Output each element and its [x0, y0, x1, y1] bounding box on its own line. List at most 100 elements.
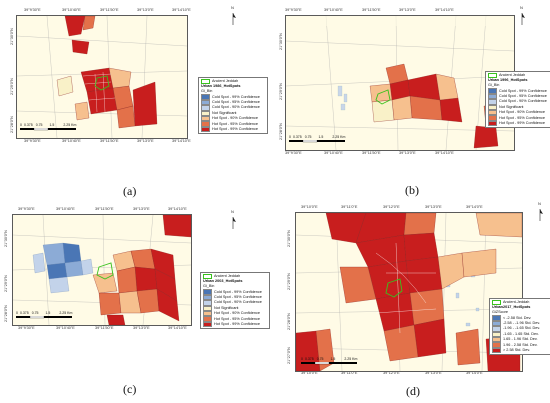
legend-label: 1.96 - 2.58 Std. Dev. — [503, 342, 538, 347]
legend-layer-title: Urban 2003_HotSpots — [203, 279, 243, 284]
legend-item: -1.96 - -1.65 Std. Dev. — [492, 326, 549, 332]
scale-bar: 0 0.375 0.75 1.5 2.25 Km — [301, 357, 361, 366]
scale-bar-labels: 0 0.375 0.75 1.5 2.25 Km — [289, 135, 345, 139]
scale-label: 2.25 — [332, 135, 340, 139]
scale-label: 1.5 — [49, 123, 55, 127]
x-tick: 39°13'0"E — [137, 8, 154, 12]
legend-label: Cold Spot - 95% Confidence — [212, 99, 260, 104]
legend-item: Hot Spot - 95% Confidence — [488, 115, 550, 121]
legend-item: Cold Spot - 99% Confidence — [488, 88, 550, 94]
legend-swatch — [203, 274, 212, 280]
legend-label: Hot Spot - 99% Confidence — [214, 321, 261, 326]
legend-swatch — [488, 88, 497, 94]
legend-swatch — [488, 104, 497, 110]
x-tick: 39°9'30"E — [18, 207, 35, 211]
scale-label: 2.25 — [63, 123, 71, 127]
scale-label: 0 — [289, 135, 291, 139]
scale-unit: Km — [67, 311, 73, 315]
x-tick: 39°10'40"E — [62, 8, 81, 12]
y-tick: 21°29'0"N — [10, 78, 14, 95]
legend-ancient-jeddah: Ancient Jeddah — [203, 274, 267, 280]
legend-item: Cold Spot - 90% Confidence — [488, 99, 550, 105]
legend-label: Hot Spot - 90% Confidence — [214, 311, 261, 316]
legend-item: Hot Spot - 90% Confidence — [488, 109, 550, 116]
legend-swatch — [201, 105, 210, 111]
scale-bar-labels: 0 0.375 0.75 1.5 2.25 Km — [16, 311, 72, 315]
legend-swatch — [201, 94, 210, 100]
scale-bar: 0 0.375 0.75 1.5 2.25 Km — [289, 135, 349, 144]
legend-field-title: Gi_Bin — [488, 83, 500, 88]
map-canvas — [17, 16, 187, 138]
x-tick: 39°11'50"E — [95, 326, 114, 330]
legend-item: Hot Spot - 95% Confidence — [203, 316, 267, 322]
north-label: N — [538, 201, 541, 206]
legend-swatch — [201, 79, 210, 85]
legend-swatch — [488, 93, 497, 100]
legend-swatch — [488, 120, 497, 127]
map-canvas — [296, 213, 522, 371]
legend-label: Cold Spot - 99% Confidence — [212, 94, 260, 99]
legend-swatch — [492, 336, 501, 343]
legend-item: Cold Spot - 90% Confidence — [201, 105, 265, 111]
legend-field-title: GiZScore — [492, 310, 509, 315]
scale-unit: Km — [352, 357, 358, 361]
y-tick: 21°28'0"N — [4, 305, 8, 322]
x-tick: 39°12'0"E — [383, 205, 400, 209]
scale-bar-labels: 0 0.375 0.75 1.5 2.25 Km — [20, 123, 76, 127]
y-tick: 21°27'0"N — [287, 347, 291, 364]
legend-label: Ancient Jeddah — [214, 274, 241, 279]
x-tick: 39°10'40"E — [56, 207, 75, 211]
legend-swatch — [201, 115, 210, 122]
map-canvas — [286, 16, 514, 150]
legend-item: 1.96 - 2.58 Std. Dev. — [492, 342, 549, 348]
legend-label: -2.58 - -1.96 Std. Dev. — [503, 320, 541, 325]
legend-swatch — [201, 121, 210, 127]
legend-label: Cold Spot - 95% Confidence — [214, 294, 262, 299]
x-tick: 39°13'0"E — [399, 151, 416, 155]
legend-item: Cold Spot - 95% Confidence — [203, 294, 267, 301]
legend-item: Hot Spot - 99% Confidence — [203, 321, 267, 328]
y-tick: 21°30'0"N — [10, 28, 14, 45]
x-tick: 39°13'0"E — [133, 326, 150, 330]
panel-caption: (c) — [123, 382, 137, 396]
legend-swatch — [201, 126, 210, 133]
legend-layer-title: Urban 1996_HotSpots — [488, 78, 528, 83]
north-arrow-icon — [539, 209, 543, 221]
scale-bar-labels: 0 0.375 0.75 1.5 2.25 Km — [301, 357, 357, 361]
x-tick: 39°10'0"E — [301, 205, 318, 209]
legend-item: Cold Spot - 95% Confidence — [201, 99, 265, 106]
scale-label: 0.375 — [292, 135, 302, 139]
legend-item: > 2.58 Std. Dev. — [492, 347, 549, 354]
x-tick: 39°10'40"E — [56, 326, 75, 330]
y-tick: 21°28'0"N — [279, 123, 283, 140]
panel-caption: (d) — [406, 384, 420, 398]
legend-swatch — [492, 320, 501, 327]
x-tick: 39°12'0"E — [383, 371, 400, 375]
legend-swatch — [492, 300, 501, 306]
legend-item: Hot Spot - 90% Confidence — [201, 115, 265, 122]
legend-swatch — [203, 310, 212, 317]
legend-label: Hot Spot - 95% Confidence — [212, 121, 259, 126]
x-tick: 39°11'0"E — [341, 371, 358, 375]
x-tick: 39°13'0"E — [133, 207, 150, 211]
map-frame — [295, 212, 523, 372]
map-legend: Ancient Jeddah Urban 2003_HotSpots Gi_Bi… — [200, 272, 270, 330]
legend-item: Cold Spot - 90% Confidence — [203, 300, 267, 306]
scale-unit: Km — [71, 123, 77, 127]
legend-item: 1.65 - 1.96 Std. Dev. — [492, 336, 549, 343]
scale-bar: 0 0.375 0.75 1.5 2.25 Km — [20, 123, 80, 132]
north-arrow-icon — [232, 13, 236, 25]
legend-label: Cold Spot - 90% Confidence — [499, 99, 547, 104]
legend-swatch — [203, 294, 212, 301]
north-label: N — [231, 209, 234, 214]
map-panel-a: 39°9'30"E 39°10'40"E 39°11'50"E 39°13'0"… — [0, 0, 275, 202]
scale-label: 0 — [16, 311, 18, 315]
legend-label: Not Significant — [499, 104, 524, 109]
legend-label: Hot Spot - 90% Confidence — [499, 110, 546, 115]
legend-label: Cold Spot - 99% Confidence — [499, 88, 547, 93]
x-tick: 39°11'50"E — [362, 8, 381, 12]
panel-caption: (b) — [405, 183, 419, 197]
y-tick: 21°29'0"N — [4, 275, 8, 292]
legend-label: Ancient Jeddah — [499, 73, 526, 78]
scale-label: 0.375 — [23, 123, 33, 127]
